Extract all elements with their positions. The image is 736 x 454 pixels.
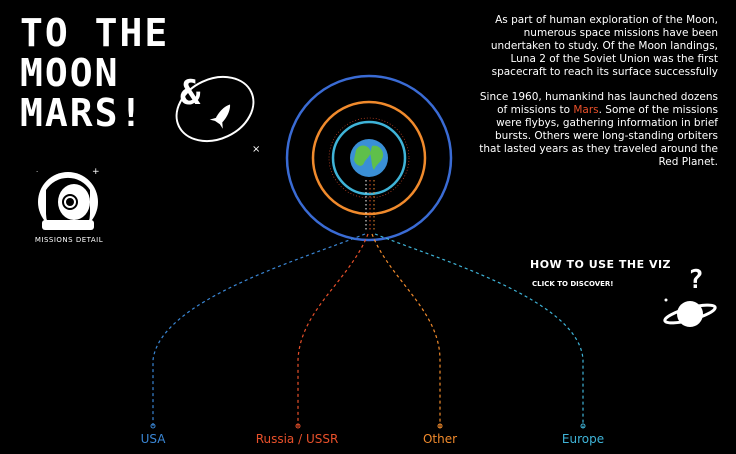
orbit-ring-usa xyxy=(285,74,453,242)
region-label-russia[interactable]: Russia / USSR xyxy=(255,432,339,446)
region-label-usa[interactable]: USA xyxy=(140,432,166,446)
title-line-1: TO THE xyxy=(20,11,170,55)
intro-text: As part of human exploration of the Moon… xyxy=(478,14,718,181)
intro-paragraph-1: As part of human exploration of the Moon… xyxy=(490,14,718,78)
title-line-2: MOON xyxy=(20,51,120,95)
svg-text:×: × xyxy=(252,144,260,154)
region-label-other[interactable]: Other xyxy=(422,432,458,446)
astronaut-helmet-icon: + · xyxy=(36,167,100,236)
orbit-ring-other xyxy=(311,100,427,216)
path-europe xyxy=(374,233,584,428)
intro-paragraph-2: Since 1960, humankind has launched dozen… xyxy=(478,91,718,169)
how-to-title: HOW TO USE THE VIZ xyxy=(530,258,672,271)
path-russia xyxy=(297,233,369,428)
intro-p2-before: Since 1960, humankind has launched dozen… xyxy=(479,91,718,116)
missions-detail-button[interactable]: + · MISSIONS DETAIL xyxy=(24,160,114,250)
mars-highlight: Mars xyxy=(573,104,599,116)
path-other xyxy=(371,233,441,428)
svg-text:·: · xyxy=(36,168,38,176)
orbit-ring-russia xyxy=(328,117,410,199)
question-planet-icon: ? xyxy=(663,265,717,327)
svg-text:&: & xyxy=(180,73,201,113)
how-to-subtitle: CLICK TO DISCOVER! xyxy=(532,280,614,288)
svg-text:?: ? xyxy=(688,265,704,295)
ampersand-rocket-icon: & × xyxy=(175,73,260,154)
earth-icon xyxy=(350,139,388,177)
how-to-use-button[interactable]: HOW TO USE THE VIZ CLICK TO DISCOVER! ? xyxy=(520,256,730,336)
missions-detail-label: MISSIONS DETAIL xyxy=(34,236,104,244)
main-title: TO THE MOON MARS! & × xyxy=(20,14,260,154)
svg-text:+: + xyxy=(92,167,100,177)
path-usa xyxy=(152,233,366,428)
orbit-ring-europe xyxy=(331,120,407,196)
intro-p2-after: . Some of the missions were flybys, gath… xyxy=(479,104,718,168)
title-line-3: MARS! xyxy=(20,91,145,135)
region-label-europe[interactable]: Europe xyxy=(561,432,605,446)
